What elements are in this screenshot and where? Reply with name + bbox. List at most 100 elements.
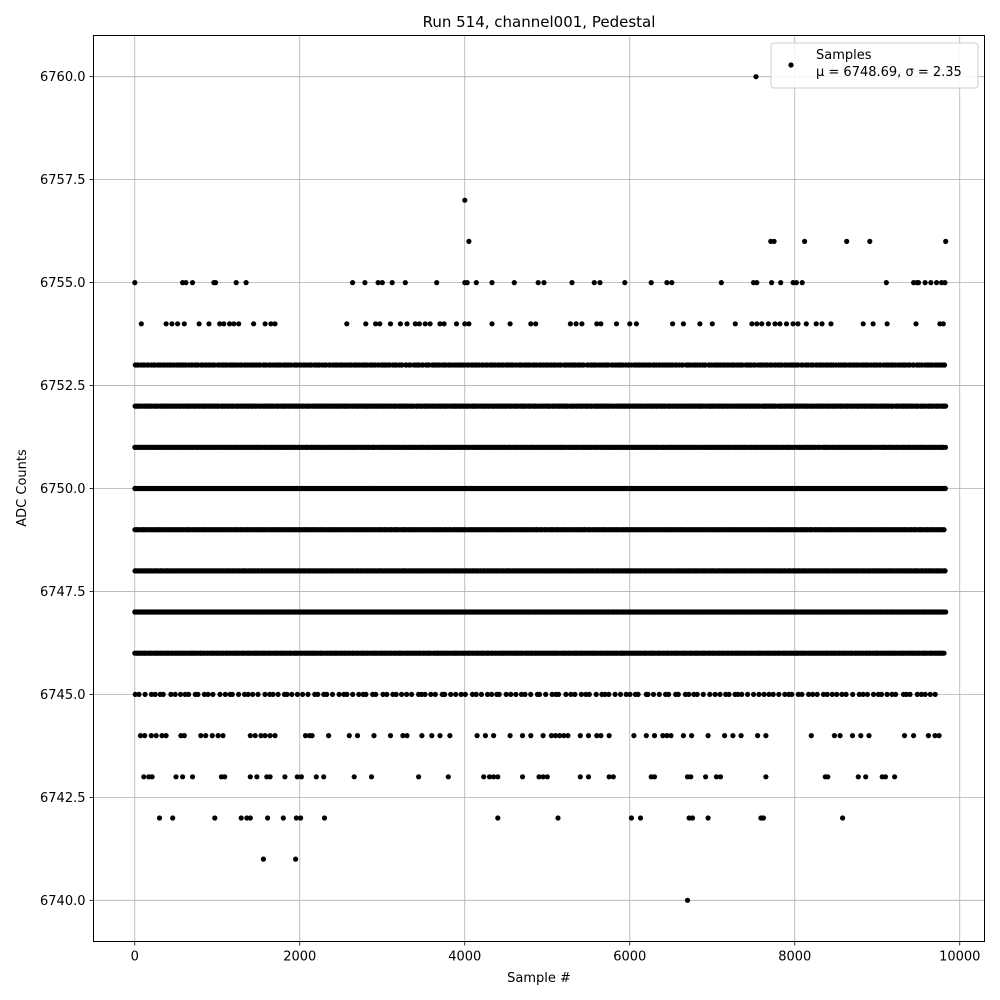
data-point — [252, 733, 258, 739]
data-point — [481, 774, 487, 780]
data-point — [496, 691, 502, 698]
data-point — [635, 691, 641, 698]
data-point — [294, 691, 300, 698]
data-point — [755, 733, 761, 739]
data-point — [707, 691, 713, 698]
data-point — [694, 691, 700, 698]
data-point — [577, 774, 583, 780]
data-point — [936, 733, 942, 739]
data-point — [528, 733, 534, 739]
data-point — [903, 691, 910, 698]
data-point — [177, 691, 184, 698]
data-point — [350, 691, 356, 698]
data-point — [561, 733, 567, 739]
data-point — [469, 691, 476, 698]
data-point — [684, 897, 691, 903]
data-point — [399, 691, 405, 698]
data-point — [536, 691, 543, 698]
data-point — [247, 733, 253, 739]
data-point — [941, 527, 947, 533]
data-point — [168, 691, 174, 698]
data-point — [400, 733, 406, 739]
data-point — [850, 691, 856, 698]
data-point — [351, 774, 357, 780]
data-point — [513, 691, 519, 698]
data-point — [776, 691, 782, 698]
data-point — [416, 774, 422, 780]
data-point — [315, 691, 321, 698]
data-point — [610, 774, 616, 780]
data-point — [606, 733, 612, 739]
data-point — [422, 691, 428, 698]
data-point — [943, 609, 949, 615]
data-point — [458, 691, 464, 698]
data-point — [437, 733, 443, 739]
data-point — [849, 733, 856, 739]
data-point — [942, 485, 948, 492]
data-point — [739, 691, 745, 698]
data-point — [763, 774, 769, 780]
data-point — [272, 733, 278, 739]
data-point — [914, 691, 920, 698]
data-point — [267, 774, 273, 780]
data-point — [186, 691, 192, 698]
data-point — [726, 691, 732, 698]
data-point — [247, 774, 253, 780]
data-point — [856, 691, 862, 698]
data-point — [236, 691, 242, 698]
data-point — [172, 691, 178, 698]
data-point — [834, 691, 840, 698]
data-point — [519, 774, 526, 780]
data-point — [222, 774, 228, 780]
data-point — [336, 691, 342, 698]
data-point — [808, 733, 814, 739]
data-point — [462, 691, 468, 698]
data-point — [863, 774, 869, 780]
data-point — [892, 774, 898, 780]
data-point — [703, 774, 709, 780]
data-point — [585, 774, 592, 780]
data-point — [637, 815, 644, 821]
data-point — [267, 733, 273, 739]
data-point — [660, 733, 666, 739]
data-point — [602, 691, 608, 698]
data-point — [429, 733, 435, 739]
data-point — [656, 691, 662, 698]
data-point — [491, 774, 497, 780]
data-point — [346, 733, 352, 739]
data-point — [293, 856, 299, 862]
data-point — [203, 733, 209, 739]
chart-title: Run 514, channel001, Pedestal — [423, 13, 656, 31]
data-point — [280, 815, 286, 821]
data-point — [181, 733, 187, 739]
data-point — [878, 691, 885, 698]
data-point — [163, 733, 169, 739]
data-point — [489, 691, 495, 698]
data-point — [568, 691, 574, 698]
data-point — [918, 691, 925, 698]
data-point — [705, 815, 711, 821]
data-point — [717, 774, 724, 780]
data-point — [789, 691, 795, 698]
data-point — [650, 691, 657, 698]
data-point — [212, 815, 218, 821]
data-point — [404, 691, 410, 698]
data-point — [384, 691, 390, 698]
data-point — [557, 733, 563, 739]
data-point — [262, 691, 268, 698]
data-point — [217, 691, 223, 698]
data-point — [666, 691, 672, 698]
data-point — [761, 691, 767, 698]
data-point — [866, 733, 872, 739]
data-point — [907, 691, 913, 698]
data-point — [222, 691, 228, 698]
data-point — [373, 691, 379, 698]
data-point — [209, 733, 215, 739]
data-point — [474, 733, 480, 739]
data-point — [563, 691, 569, 698]
data-point — [829, 691, 835, 698]
data-point — [258, 733, 264, 739]
data-point — [486, 774, 493, 780]
data-point — [473, 691, 479, 698]
